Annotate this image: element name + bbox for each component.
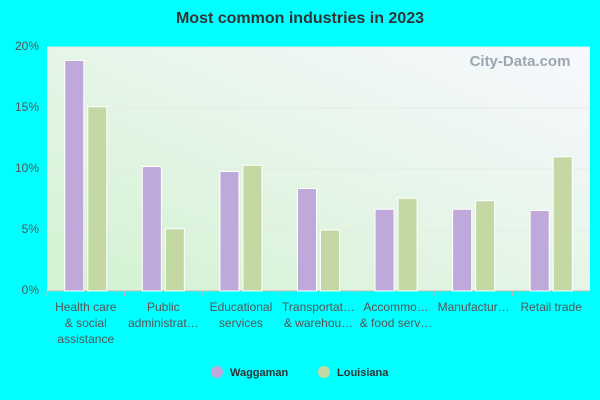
bar xyxy=(242,164,263,292)
legend-marker xyxy=(211,366,223,378)
x-tick-label: & social xyxy=(65,316,107,330)
watermark: City-Data.com xyxy=(470,53,571,70)
bar xyxy=(475,200,496,292)
x-tick-label: Transportat… xyxy=(282,300,355,314)
x-tick-label: & warehou… xyxy=(284,316,353,330)
bar xyxy=(297,188,317,292)
chart-title: Most common industries in 2023 xyxy=(176,10,424,27)
x-tick-label: Retail trade xyxy=(521,300,583,314)
x-tick-label: services xyxy=(219,316,263,330)
bar xyxy=(164,228,185,292)
y-tick-label: 15% xyxy=(15,100,39,114)
x-tick-label: Public xyxy=(147,300,180,314)
y-tick-label: 5% xyxy=(22,222,40,236)
bar xyxy=(219,170,240,292)
x-tick-label: assistance xyxy=(57,332,114,346)
bar xyxy=(552,156,573,292)
y-tick-label: 0% xyxy=(22,283,40,297)
bar xyxy=(452,208,473,292)
legend-label: Louisiana xyxy=(337,367,389,379)
legend-label: Waggaman xyxy=(230,367,289,379)
x-tick-label: administrat… xyxy=(128,316,199,330)
x-tick-label: Manufactur… xyxy=(438,300,510,314)
y-tick-label: 20% xyxy=(15,39,39,53)
legend-marker xyxy=(318,366,330,378)
y-tick-label: 10% xyxy=(15,161,39,175)
bar xyxy=(141,166,162,292)
bar xyxy=(87,106,108,292)
x-tick-label: Health care xyxy=(55,300,117,314)
bar xyxy=(320,229,340,292)
bar xyxy=(64,59,85,292)
x-tick-label: Accommo… xyxy=(363,300,428,314)
x-tick-label: & food serv… xyxy=(360,316,433,330)
x-tick-label: Educational xyxy=(210,300,273,314)
bar xyxy=(397,197,418,292)
bar xyxy=(374,208,395,292)
bar xyxy=(529,209,550,292)
